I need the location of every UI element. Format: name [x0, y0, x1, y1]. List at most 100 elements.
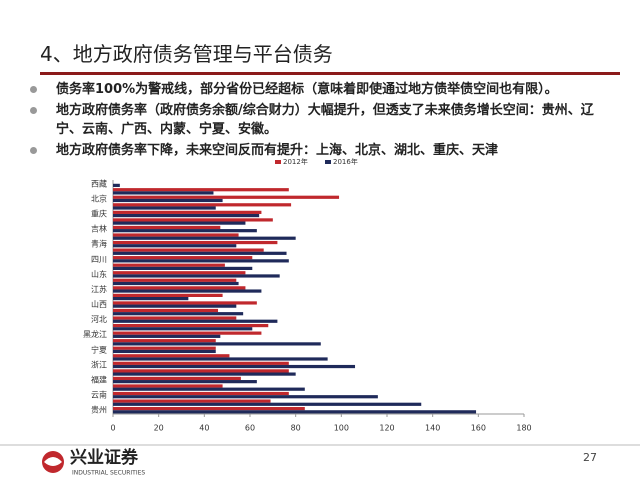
bar [113, 274, 280, 278]
y-tick-label: 贵州 [91, 405, 107, 415]
y-tick-label: 吉林 [91, 224, 107, 234]
bar [113, 354, 230, 358]
page-number: 27 [583, 451, 597, 464]
bar [113, 266, 253, 271]
bar [113, 297, 189, 301]
y-tick-label: 黑龙江 [83, 329, 107, 339]
y-tick-label: 江苏 [91, 284, 107, 294]
bar [113, 319, 278, 323]
bar [113, 402, 422, 406]
bar [113, 278, 237, 282]
bar [113, 323, 269, 328]
y-tick-label: 山东 [91, 269, 107, 279]
bar [113, 263, 225, 267]
bar [113, 210, 262, 214]
bar [113, 259, 289, 263]
logo-icon-mark [44, 457, 62, 466]
bar [113, 293, 223, 297]
y-tick-label: 河北 [91, 314, 107, 324]
y-tick-label: 宁夏 [91, 344, 107, 354]
bar [113, 327, 253, 331]
bar [113, 399, 271, 403]
bar [113, 395, 378, 399]
x-tick-label: 0 [110, 424, 115, 433]
bar [113, 308, 219, 313]
bar [113, 221, 246, 225]
bar [113, 316, 237, 320]
bar [113, 191, 214, 195]
y-tick-label: 浙江 [91, 359, 107, 369]
bar [113, 195, 340, 199]
bar [113, 188, 289, 192]
x-tick-label: 180 [516, 424, 531, 433]
x-tick-label: 140 [425, 424, 440, 433]
x-tick-label: 20 [154, 424, 164, 433]
bar [113, 218, 273, 222]
y-tick-label: 福建 [91, 375, 107, 385]
bar [113, 203, 292, 207]
x-tick-label: 120 [379, 424, 394, 433]
bar [113, 256, 253, 260]
bar [113, 334, 221, 338]
y-tick-label: 北京 [91, 193, 107, 203]
bar [113, 281, 239, 286]
bullet: 债务率100%为警戒线，部分省份已经超标（意味着即使通过地方债举债空间也有限）。 [28, 80, 613, 99]
legend-swatch [275, 160, 281, 164]
bar [113, 342, 321, 346]
bar [113, 339, 216, 343]
slide-title: 4、地方政府债务管理与平台债务 [40, 42, 333, 66]
legend-swatch [325, 160, 331, 164]
bar [113, 331, 262, 335]
bar [113, 229, 257, 233]
bar [113, 289, 262, 293]
bar [113, 349, 216, 354]
bar [113, 271, 246, 275]
bar [113, 236, 296, 240]
bar [113, 244, 237, 248]
x-tick-label: 160 [471, 424, 486, 433]
bar [113, 387, 305, 391]
bar [113, 312, 244, 316]
bullet: 地方政府债务率（政府债务余额/综合财力）大幅提升，但透支了未来债务增长空间：贵州… [28, 101, 613, 139]
bullets: 债务率100%为警戒线，部分省份已经超标（意味着即使通过地方债举债空间也有限）。… [28, 80, 613, 162]
bar [113, 361, 289, 365]
bar [113, 369, 289, 373]
y-tick-label: 重庆 [91, 208, 107, 218]
logo-text: 兴业证券 [70, 447, 139, 468]
bar [113, 233, 239, 237]
bar [113, 248, 264, 252]
legend-label: 2016年 [333, 157, 358, 166]
bar [113, 384, 223, 388]
bar [113, 225, 221, 230]
title-rule [40, 72, 620, 75]
bullet: 地方政府债务率下降，未来空间反而有提升：上海、北京、湖北、重庆、天津 [28, 141, 613, 160]
bar [113, 286, 246, 290]
bar [113, 183, 120, 187]
bar [113, 198, 223, 203]
bar [113, 376, 241, 381]
bar [113, 380, 257, 384]
bar [113, 346, 216, 350]
bar [113, 357, 328, 361]
bar [113, 410, 477, 414]
bar [113, 301, 257, 305]
bar [113, 240, 278, 245]
bar [113, 304, 237, 308]
y-tick-label: 云南 [91, 390, 107, 400]
bar [113, 407, 305, 411]
bar [113, 364, 356, 369]
y-tick-label: 青海 [91, 239, 107, 249]
x-tick-label: 100 [334, 424, 349, 433]
logo-subtext: INDUSTRIAL SECURITIES [72, 470, 145, 477]
x-tick-label: 60 [245, 424, 255, 433]
bar [113, 251, 287, 255]
bar [113, 391, 289, 396]
bar [113, 213, 260, 218]
y-tick-label: 山西 [91, 299, 107, 309]
bar [113, 372, 296, 376]
x-tick-label: 40 [199, 424, 209, 433]
y-tick-label: 西藏 [91, 178, 107, 188]
y-tick-label: 四川 [91, 255, 107, 264]
